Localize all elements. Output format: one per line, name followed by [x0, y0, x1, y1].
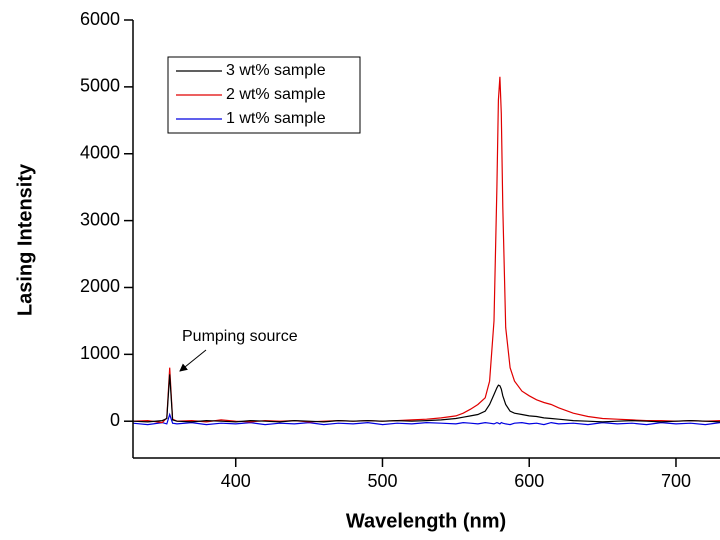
y-tick-label: 3000	[80, 209, 120, 229]
x-tick-label: 700	[661, 471, 691, 491]
legend-label: 1 wt% sample	[226, 110, 326, 127]
y-tick-label: 5000	[80, 76, 120, 96]
x-tick-label: 600	[514, 471, 544, 491]
legend-label: 2 wt% sample	[226, 86, 326, 103]
y-tick-label: 2000	[80, 276, 120, 296]
annotation-arrow	[179, 349, 207, 372]
legend-label: 3 wt% sample	[226, 62, 326, 79]
series-line	[132, 412, 720, 426]
y-axis-label: Lasing Intensity	[14, 163, 36, 316]
series-line	[132, 76, 720, 424]
y-tick-label: 1000	[80, 343, 120, 363]
series-line	[132, 374, 720, 423]
x-tick-label: 500	[367, 471, 397, 491]
annotation: Pumping source	[182, 328, 298, 345]
x-tick-label: 400	[221, 471, 251, 491]
y-tick-label: 6000	[80, 9, 120, 29]
y-tick-label: 4000	[80, 142, 120, 162]
x-axis-label: Wavelength (nm)	[346, 510, 506, 532]
y-tick-label: 0	[110, 410, 120, 430]
